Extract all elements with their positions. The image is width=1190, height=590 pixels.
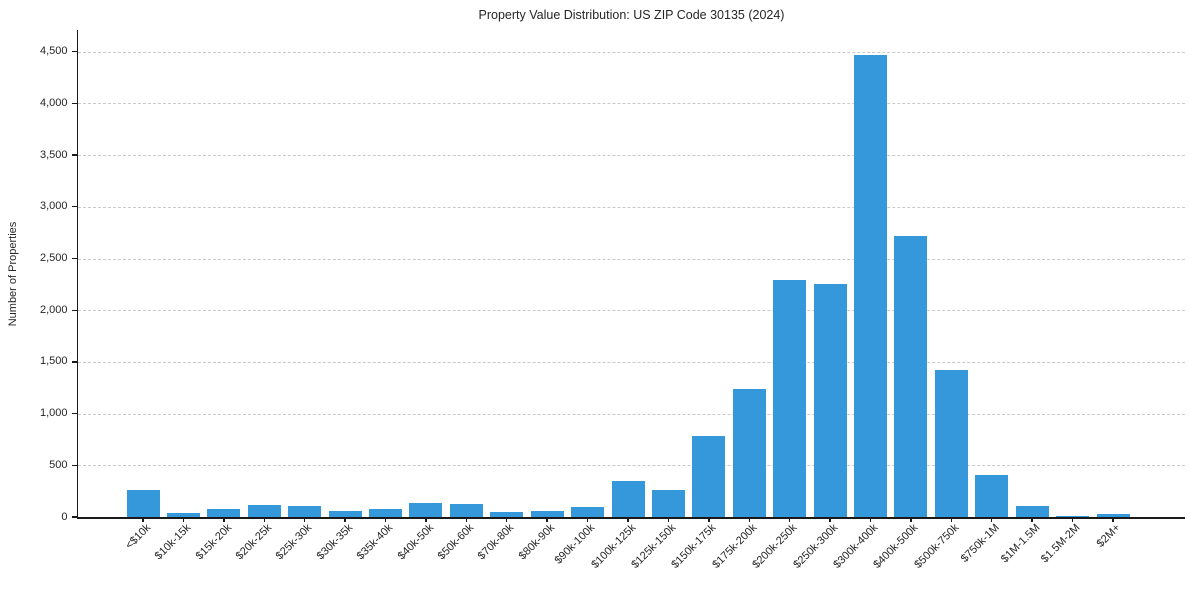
x-tick-mark bbox=[627, 517, 629, 522]
gridline-y-2500 bbox=[77, 258, 1185, 260]
x-tick-label: $20k-25k bbox=[233, 521, 275, 563]
y-tick-mark bbox=[71, 309, 78, 311]
bar-125k-150k bbox=[651, 490, 685, 517]
y-tick-label: 1,000 bbox=[39, 407, 68, 420]
x-tick-mark bbox=[1112, 517, 1114, 522]
bar-2m bbox=[1096, 514, 1130, 517]
x-tick-mark bbox=[546, 517, 548, 522]
x-tick-label: $80k-90k bbox=[516, 521, 558, 563]
x-tick-mark bbox=[425, 517, 427, 522]
x-axis-spine bbox=[76, 517, 1185, 519]
gridline-y-500 bbox=[77, 465, 1185, 467]
bar-400k-500k bbox=[894, 236, 928, 517]
bar-90k-100k bbox=[571, 507, 605, 517]
x-tick-mark bbox=[869, 517, 872, 522]
bar-200k-250k bbox=[773, 280, 807, 517]
x-tick-label: $2M+ bbox=[1094, 521, 1123, 550]
bar-10k bbox=[126, 490, 160, 517]
x-tick-label: $750k-1M bbox=[958, 521, 1002, 565]
bar-750k-1m bbox=[975, 475, 1009, 517]
x-tick-label: $1.5M-2M bbox=[1038, 521, 1083, 566]
y-tick-mark bbox=[71, 464, 78, 466]
y-tick-mark bbox=[71, 361, 78, 363]
bar-1-5m-2m bbox=[1056, 515, 1090, 517]
y-axis-spine bbox=[76, 30, 79, 519]
y-tick-label: 2,000 bbox=[39, 303, 68, 316]
bar-250k-300k bbox=[813, 284, 847, 517]
bar-25k-30k bbox=[288, 505, 322, 517]
x-tick-label: <$10k bbox=[123, 521, 153, 552]
x-tick-label: $30k-35k bbox=[314, 521, 355, 563]
bar-100k-125k bbox=[611, 481, 645, 517]
y-tick-label: 3,500 bbox=[39, 148, 68, 161]
x-tick-mark bbox=[344, 517, 346, 522]
x-tick-mark bbox=[586, 517, 589, 522]
bar-80k-90k bbox=[530, 510, 564, 517]
bar-50k-60k bbox=[449, 504, 483, 517]
gridline-y-4000 bbox=[77, 103, 1185, 105]
y-tick-mark bbox=[71, 51, 78, 53]
gridline-y-4500 bbox=[77, 51, 1185, 53]
x-tick-label: $50k-60k bbox=[435, 521, 477, 563]
bar-150k-175k bbox=[692, 436, 726, 517]
bar-20k-25k bbox=[247, 504, 281, 517]
y-tick-mark bbox=[71, 516, 78, 518]
x-tick-mark bbox=[303, 517, 306, 522]
y-axis-label: Number of Properties bbox=[7, 221, 19, 327]
gridline-y-3000 bbox=[77, 206, 1185, 208]
y-tick-label: 0 bbox=[61, 510, 68, 523]
x-tick-mark bbox=[465, 517, 468, 522]
y-tick-label: 4,500 bbox=[39, 45, 68, 58]
y-tick-label: 4,000 bbox=[39, 96, 68, 109]
y-tick-label: 500 bbox=[49, 458, 68, 471]
y-tick-label: 2,500 bbox=[39, 252, 68, 264]
bar-70k-80k bbox=[490, 512, 524, 517]
x-tick-label: $70k-80k bbox=[476, 521, 517, 563]
bar-1m-1-5m bbox=[1015, 506, 1049, 517]
x-tick-mark bbox=[748, 517, 750, 522]
x-tick-label: $40k-50k bbox=[395, 521, 436, 563]
x-tick-label: $35k-40k bbox=[354, 521, 396, 563]
x-tick-mark bbox=[223, 517, 225, 522]
gridline-y-1000 bbox=[77, 413, 1185, 415]
gridline-y-3500 bbox=[77, 155, 1185, 157]
y-tick-mark bbox=[71, 257, 78, 260]
x-tick-mark bbox=[1071, 517, 1074, 522]
bar-500k-750k bbox=[934, 370, 968, 517]
y-tick-label: 1,500 bbox=[39, 355, 68, 368]
x-tick-mark bbox=[950, 517, 953, 522]
bar-35k-40k bbox=[369, 508, 402, 517]
x-tick-mark bbox=[788, 517, 791, 522]
bar-175k-200k bbox=[732, 388, 766, 517]
chart-title: Property Value Distribution: US ZIP Code… bbox=[478, 8, 785, 22]
x-tick-mark bbox=[1031, 517, 1033, 522]
x-tick-mark bbox=[829, 517, 831, 522]
x-tick-mark bbox=[506, 517, 508, 522]
y-tick-label: 3,000 bbox=[39, 200, 68, 213]
x-tick-mark bbox=[708, 517, 710, 522]
x-tick-mark bbox=[910, 517, 912, 522]
x-tick-mark bbox=[384, 517, 387, 522]
y-tick-mark bbox=[71, 154, 78, 156]
y-tick-mark bbox=[71, 412, 78, 415]
x-tick-mark bbox=[142, 517, 144, 522]
gridline-y-2000 bbox=[77, 310, 1185, 312]
x-tick-mark bbox=[991, 517, 993, 522]
x-tick-label: $1M-1.5M bbox=[998, 521, 1043, 566]
x-tick-mark bbox=[182, 517, 185, 522]
x-tick-label: $15k-20k bbox=[193, 521, 234, 563]
y-tick-mark bbox=[71, 102, 78, 105]
x-tick-mark bbox=[667, 517, 670, 522]
y-tick-mark bbox=[71, 206, 78, 208]
x-tick-label: $10k-15k bbox=[152, 521, 194, 563]
bar-300k-400k bbox=[854, 54, 887, 517]
bar-10k-15k bbox=[166, 513, 200, 517]
bar-15k-20k bbox=[207, 508, 241, 517]
bar-40k-50k bbox=[409, 503, 443, 517]
x-tick-mark bbox=[263, 517, 265, 522]
gridline-y-1500 bbox=[77, 361, 1185, 363]
x-tick-label: $25k-30k bbox=[274, 521, 315, 563]
bar-30k-35k bbox=[328, 511, 362, 517]
